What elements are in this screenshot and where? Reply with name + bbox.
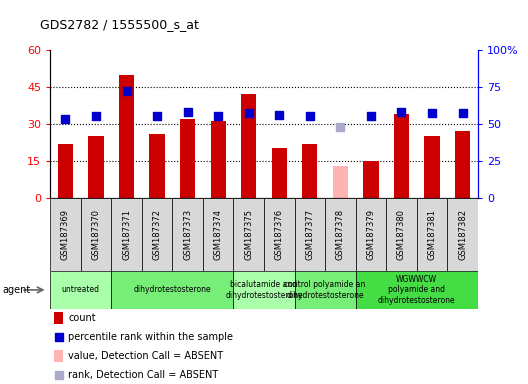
Point	[336, 124, 345, 130]
Text: untreated: untreated	[62, 285, 100, 295]
Text: GSM187370: GSM187370	[91, 209, 100, 260]
Bar	[356, 198, 386, 271]
Text: agent: agent	[3, 285, 31, 295]
Text: control polyamide an
dihydrotestosterone: control polyamide an dihydrotestosterone	[285, 280, 366, 300]
Bar	[295, 198, 325, 271]
Text: bicalutamide and
dihydrotestosterone: bicalutamide and dihydrotestosterone	[225, 280, 303, 300]
Point	[214, 113, 222, 119]
Text: GSM187375: GSM187375	[244, 209, 253, 260]
Bar	[203, 198, 233, 271]
Bar	[111, 271, 233, 309]
Bar	[325, 198, 356, 271]
Bar	[241, 94, 257, 198]
Bar	[54, 350, 63, 362]
Text: dihydrotestosterone: dihydrotestosterone	[134, 285, 211, 295]
Bar	[88, 136, 103, 198]
Bar	[119, 74, 134, 198]
Point	[153, 113, 162, 119]
Bar	[295, 271, 356, 309]
Text: GSM187376: GSM187376	[275, 209, 284, 260]
Bar	[455, 131, 470, 198]
Text: GSM187377: GSM187377	[305, 209, 314, 260]
Text: percentile rank within the sample: percentile rank within the sample	[68, 332, 233, 342]
Point	[183, 109, 192, 115]
Text: GDS2782 / 1555500_s_at: GDS2782 / 1555500_s_at	[40, 18, 199, 31]
Bar	[54, 313, 63, 324]
Bar	[233, 198, 264, 271]
Bar	[386, 198, 417, 271]
Bar	[363, 161, 379, 198]
Bar	[271, 149, 287, 198]
Bar	[447, 198, 478, 271]
Text: rank, Detection Call = ABSENT: rank, Detection Call = ABSENT	[68, 370, 219, 380]
Bar	[58, 144, 73, 198]
Bar	[333, 166, 348, 198]
Point	[397, 109, 406, 115]
Point	[92, 113, 100, 119]
Bar	[356, 271, 478, 309]
Text: count: count	[68, 313, 96, 323]
Bar	[302, 144, 317, 198]
Bar	[111, 198, 142, 271]
Text: GSM187374: GSM187374	[214, 209, 223, 260]
Bar	[81, 198, 111, 271]
Bar	[233, 271, 295, 309]
Text: value, Detection Call = ABSENT: value, Detection Call = ABSENT	[68, 351, 223, 361]
Point	[275, 112, 284, 118]
Text: GSM187372: GSM187372	[153, 209, 162, 260]
Bar	[142, 198, 172, 271]
Point	[54, 334, 63, 340]
Point	[61, 116, 70, 122]
Point	[428, 111, 436, 117]
Point	[54, 372, 63, 378]
Bar	[149, 134, 165, 198]
Bar	[211, 121, 226, 198]
Bar	[50, 198, 81, 271]
Point	[458, 111, 467, 117]
Bar	[50, 271, 111, 309]
Point	[244, 111, 253, 117]
Bar	[180, 119, 195, 198]
Point	[306, 113, 314, 119]
Text: GSM187381: GSM187381	[428, 209, 437, 260]
Text: GSM187369: GSM187369	[61, 209, 70, 260]
Text: WGWWCW
polyamide and
dihydrotestosterone: WGWWCW polyamide and dihydrotestosterone	[378, 275, 456, 305]
Bar	[425, 136, 440, 198]
Point	[122, 88, 131, 94]
Text: GSM187379: GSM187379	[366, 209, 375, 260]
Text: GSM187371: GSM187371	[122, 209, 131, 260]
Point	[366, 113, 375, 119]
Text: GSM187378: GSM187378	[336, 209, 345, 260]
Text: GSM187380: GSM187380	[397, 209, 406, 260]
Bar	[264, 198, 295, 271]
Text: GSM187373: GSM187373	[183, 209, 192, 260]
Bar	[172, 198, 203, 271]
Bar	[394, 114, 409, 198]
Bar	[417, 198, 447, 271]
Text: GSM187382: GSM187382	[458, 209, 467, 260]
